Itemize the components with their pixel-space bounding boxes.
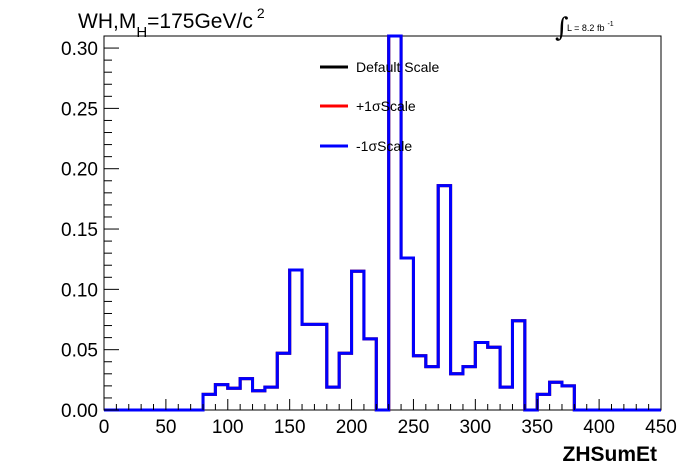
y-tick-label: 0.00: [61, 401, 98, 422]
series-line-1: [104, 34, 661, 412]
x-tick-label: 450: [645, 417, 677, 438]
y-tick-label: 0.20: [61, 160, 98, 181]
legend-label-default: Default Scale: [356, 59, 439, 75]
x-tick-label: 400: [583, 417, 615, 438]
y-tick-label: 0.25: [61, 99, 98, 120]
title-rest: =175GeV/c: [147, 10, 253, 33]
x-tick-label: 100: [212, 417, 244, 438]
y-tick-label: 0.15: [61, 220, 98, 241]
luminosity-integral-icon: ∫: [555, 13, 569, 43]
y-tick-label: 0.10: [61, 280, 98, 301]
x-tick-label: 0: [99, 417, 110, 438]
legend: Default Scale +1σScale -1σScale: [320, 59, 439, 154]
x-axis-label: ZHSumEt: [563, 443, 658, 466]
title-subscript: H: [136, 24, 147, 41]
legend-label-plus1sigma: +1σScale: [356, 98, 416, 114]
x-tick-label: 250: [398, 417, 430, 438]
luminosity-superscript: -1: [607, 21, 613, 28]
x-tick-label: 300: [459, 417, 491, 438]
title-main: WH,M: [78, 10, 136, 33]
x-tick-label: 150: [274, 417, 306, 438]
y-tick-label: 0.05: [61, 341, 98, 362]
x-tick-label: 350: [521, 417, 553, 438]
title-superscript: 2: [257, 5, 265, 21]
plot-frame: [103, 35, 662, 411]
y-tick-label: 0.30: [61, 39, 98, 60]
legend-label-minus1sigma: -1σScale: [356, 138, 412, 154]
luminosity-label: L = 8.2 fb -1: [567, 21, 614, 33]
series-line-0: [104, 34, 661, 412]
series-layer: [104, 34, 661, 412]
x-tick-label: 200: [336, 417, 368, 438]
axes-layer: 0 50 100 150 200 250 300 350 400 450 0.00 0.05 0.10 0…: [61, 35, 677, 438]
chart-title: WH,MH=175GeV/c 2: [78, 5, 265, 41]
x-tick-label: 50: [155, 417, 176, 438]
luminosity-text: L = 8.2 fb: [567, 23, 604, 33]
series-line-2: [104, 34, 661, 412]
